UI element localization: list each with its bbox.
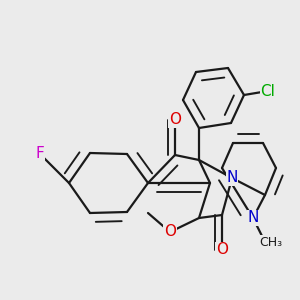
Text: N: N [226,170,238,185]
Text: O: O [164,224,176,239]
Text: Cl: Cl [261,83,275,98]
Text: O: O [216,242,228,257]
Text: CH₃: CH₃ [260,236,283,248]
Text: O: O [169,112,181,128]
Text: N: N [247,211,259,226]
Text: F: F [36,146,44,161]
